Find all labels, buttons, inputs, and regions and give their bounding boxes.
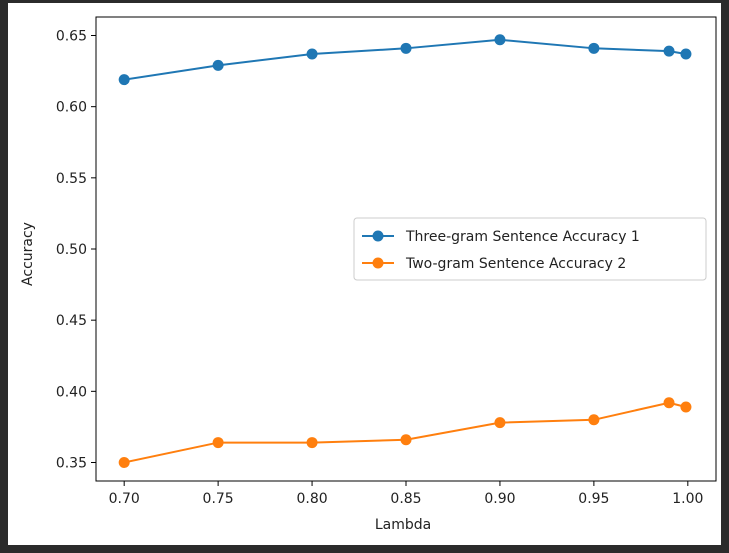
line-chart: 0.70 0.75 0.80 0.85 0.90 0.95 1.00 0.35 0.40 0.4… — [20, 16, 717, 533]
series-1-point — [680, 48, 692, 60]
series-2-point — [680, 401, 692, 413]
x-tick-label: 0.95 — [578, 491, 609, 507]
series-2-point — [663, 397, 675, 409]
y-tick-label: 0.40 — [56, 384, 87, 400]
x-axis: 0.70 0.75 0.80 0.85 0.90 0.95 1.00 — [109, 481, 703, 507]
y-tick-label: 0.55 — [56, 171, 87, 187]
chart-figure: 0.70 0.75 0.80 0.85 0.90 0.95 1.00 0.35 0.40 0.4… — [8, 3, 721, 545]
legend-marker-1 — [372, 230, 384, 242]
series-line-2 — [123, 401, 687, 464]
y-tick-label: 0.45 — [56, 313, 87, 329]
x-tick-label: 0.90 — [484, 491, 515, 507]
series-1-point — [212, 59, 224, 71]
series-1-point — [400, 42, 412, 54]
y-tick-label: 0.35 — [56, 455, 87, 471]
x-tick-label: 0.70 — [109, 491, 140, 507]
x-tick-label: 0.80 — [296, 491, 327, 507]
series-2-point — [588, 414, 600, 426]
legend-marker-2 — [372, 257, 384, 269]
series-layer — [118, 34, 692, 468]
y-axis: 0.35 0.40 0.45 0.50 0.55 0.60 0.65 — [56, 29, 96, 471]
series-1-point — [663, 45, 675, 57]
legend-box — [353, 217, 707, 281]
series-1-point — [494, 34, 506, 46]
series-2-point — [118, 456, 130, 468]
x-axis-label: Lambda — [375, 517, 431, 533]
x-tick-label: 0.85 — [390, 491, 421, 507]
y-axis-label: Accuracy — [20, 222, 36, 286]
series-line-1 — [124, 38, 687, 81]
legend: Three-gram Sentence Accuracy 1 Two-gram S… — [353, 217, 707, 281]
x-tick-label: 1.00 — [672, 491, 703, 507]
series-2-point — [400, 434, 412, 446]
x-tick-label: 0.75 — [203, 491, 234, 507]
series-1-point — [588, 42, 600, 54]
series-1-point — [306, 48, 318, 60]
legend-entry-1: Three-gram Sentence Accuracy 1 — [405, 229, 640, 245]
series-2-point — [306, 437, 318, 449]
y-tick-label: 0.60 — [56, 100, 87, 116]
legend-entry-2: Two-gram Sentence Accuracy 2 — [405, 256, 626, 272]
series-2-point — [494, 417, 506, 429]
series-1-point — [118, 74, 130, 86]
y-tick-label: 0.65 — [56, 29, 87, 45]
series-2-point — [212, 437, 224, 449]
y-tick-label: 0.50 — [56, 242, 87, 258]
